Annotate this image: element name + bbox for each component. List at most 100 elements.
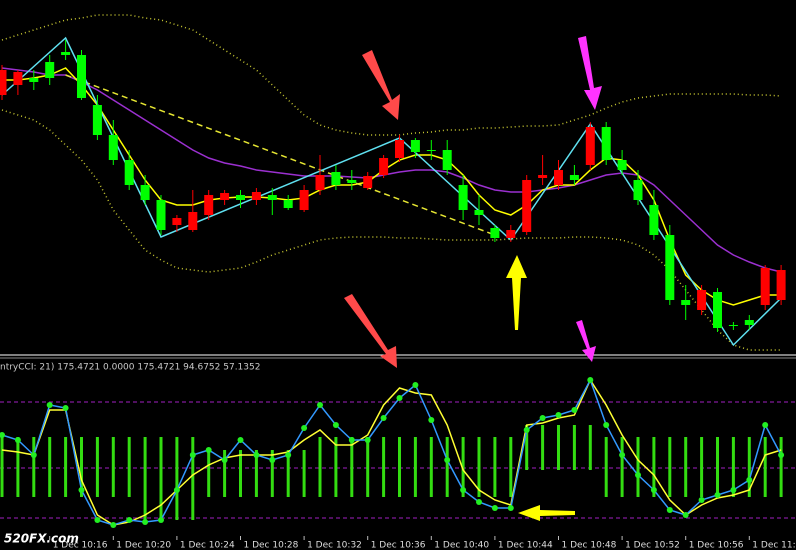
marker [587, 377, 594, 383]
overlay-line [1, 67, 782, 273]
candle-body [665, 235, 675, 300]
candle-body [617, 160, 627, 170]
histogram-bar [620, 437, 624, 497]
histogram-bar [382, 437, 386, 497]
candle-body [251, 192, 261, 200]
candle-body [458, 185, 468, 210]
marker [523, 427, 530, 433]
candle-body [315, 175, 325, 190]
marker [380, 415, 387, 421]
candle-body [410, 140, 420, 152]
marker [762, 422, 769, 428]
candle-body [13, 72, 23, 85]
histogram-bar [731, 437, 735, 497]
histogram-bar [270, 450, 274, 497]
candle-body [490, 228, 500, 238]
x-axis: 1 Dec 10:16 1 Dec 10:20 1 Dec 10:24 1 Dec 1… [49, 536, 796, 550]
marker [428, 417, 435, 423]
arrow [518, 505, 575, 521]
x-tick-label: 1 Dec 10:20 [116, 541, 171, 550]
candle-body [395, 140, 404, 158]
histogram-bar [111, 437, 115, 497]
histogram-bar [525, 425, 529, 470]
x-tick-label: 1 Dec 10:32 [307, 541, 362, 550]
marker [666, 507, 673, 513]
histogram-bar [557, 425, 560, 470]
candle-body [442, 150, 452, 170]
histogram-bar [223, 450, 227, 497]
marker [603, 422, 610, 428]
candle-body [713, 292, 722, 328]
histogram-bar [80, 437, 83, 497]
marker [332, 422, 339, 428]
histogram-bar [159, 437, 163, 520]
overlay-line [2, 67, 782, 306]
candle-body [156, 200, 166, 230]
marker [698, 497, 705, 503]
x-tick-label: 1 Dec 10:28 [244, 541, 299, 550]
candle-body [172, 218, 182, 225]
candle-body [220, 193, 230, 200]
marker [142, 519, 149, 525]
marker [476, 499, 482, 505]
marker [158, 517, 164, 523]
marker [0, 432, 5, 438]
arrow [578, 36, 602, 110]
arrows [344, 36, 602, 521]
histogram-bar [779, 437, 783, 497]
candle-body [681, 300, 691, 305]
candle-body [299, 190, 309, 210]
candle-body [204, 195, 214, 215]
marker [62, 405, 69, 411]
histogram-bar [763, 437, 767, 497]
histogram-bar [684, 437, 688, 497]
candle-body [124, 160, 134, 185]
marker [539, 415, 546, 421]
marker [491, 505, 498, 511]
marker [571, 407, 578, 413]
histogram-bar [207, 450, 211, 497]
histogram-bar [95, 437, 99, 497]
histogram-bar [668, 437, 672, 497]
candle-body [0, 70, 7, 95]
marker [730, 487, 737, 493]
watermark: 520FX.com [4, 532, 79, 546]
candle-body [188, 212, 198, 230]
histogram-bar [127, 437, 131, 497]
candle-body [283, 200, 293, 208]
histogram-bar [16, 437, 20, 497]
marker [237, 437, 244, 443]
marker [396, 395, 403, 401]
histogram-bar [366, 437, 370, 497]
marker [348, 437, 355, 443]
marker [94, 517, 101, 523]
histogram-bar [477, 437, 481, 497]
candle-body [506, 230, 516, 238]
histogram-bar [652, 437, 656, 497]
marker [364, 437, 371, 443]
histogram-bar [493, 437, 497, 497]
candle-body [601, 127, 611, 160]
histogram-bar [191, 437, 195, 520]
candle-body [728, 325, 738, 326]
x-tick-label: 1 Dec 10:24 [180, 541, 235, 550]
arrow [576, 320, 596, 362]
candle-body [61, 52, 71, 55]
candle-body [267, 195, 277, 200]
candle-body [331, 172, 341, 185]
x-tick-label: 1 Dec 10:56 [689, 541, 744, 550]
marker [619, 452, 626, 458]
x-tick-label: 1 Dec 10:16 [53, 541, 108, 550]
histogram-bar [445, 437, 449, 497]
marker [555, 412, 562, 418]
histogram-bar [541, 425, 545, 470]
marker [412, 382, 419, 388]
candle-body [585, 127, 595, 165]
marker [78, 487, 85, 493]
histogram-bar [0, 437, 4, 497]
overlay-line [1, 14, 782, 136]
marker [126, 517, 133, 523]
arrow [506, 255, 527, 330]
candle-body [45, 62, 55, 78]
histogram-bar [636, 437, 640, 497]
